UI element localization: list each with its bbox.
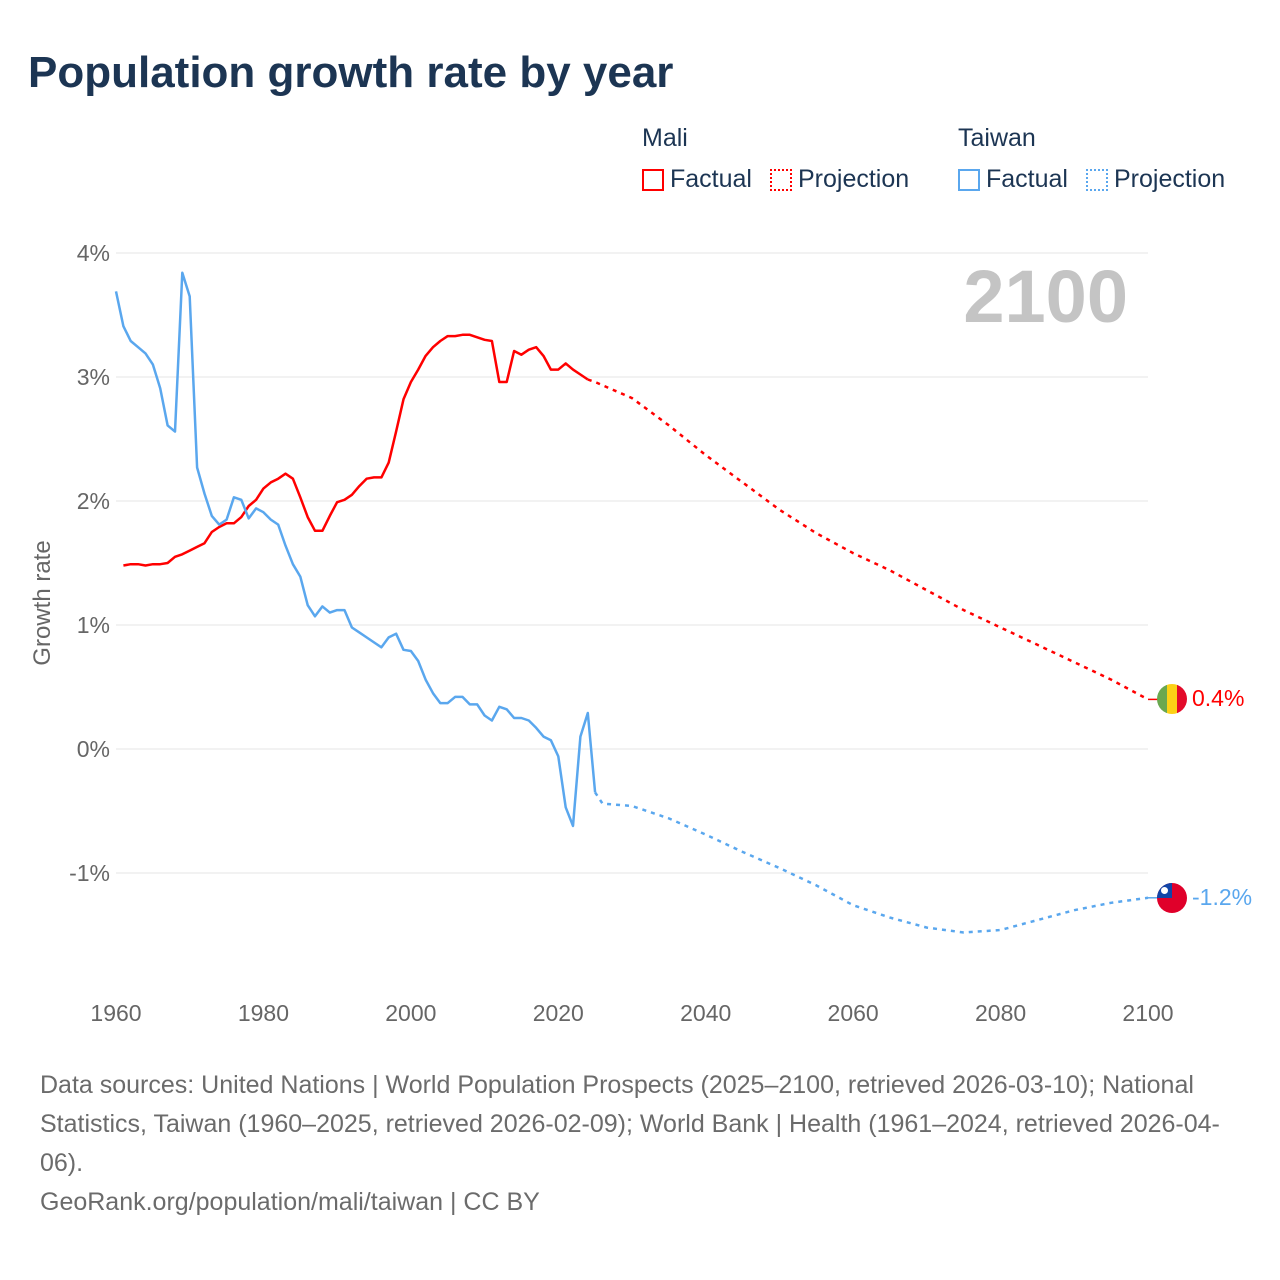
legend-label: Projection [797,165,910,193]
x-tick-label: 1960 [90,1000,141,1026]
chart-title: Population growth rate by year [28,48,674,97]
dotted-swatch-icon [769,168,792,191]
footer: Data sources: United Nations | World Pop… [40,1066,1250,1222]
y-tick-label: -1% [69,860,110,886]
legend-label: Factual [986,165,1068,193]
x-tick-label: 2060 [828,1000,879,1026]
mali-flag-icon [1157,684,1187,714]
legend-item-taiwan-projection[interactable]: Projection [1085,165,1226,194]
taiwan-end-label: -1.2% [1192,884,1252,910]
legend-group-name: Taiwan [958,124,1036,152]
y-tick-label: 3% [77,364,110,390]
legend-label: Factual [670,165,752,193]
x-tick-label: 2080 [975,1000,1026,1026]
x-tick-label: 2000 [385,1000,436,1026]
y-axis-label: Growth rate [29,540,56,665]
x-tick-label: 2100 [1122,1000,1173,1026]
legend-taiwan: Taiwan Factual Projection [958,124,1225,194]
mali-end-label: 0.4% [1192,685,1244,711]
solid-swatch-icon [642,168,664,191]
data-sources: Data sources: United Nations | World Pop… [40,1071,1220,1177]
dotted-swatch-icon [1085,168,1108,191]
y-tick-label: 0% [77,736,110,762]
x-tick-label: 2040 [680,1000,731,1026]
y-tick-label: 4% [77,240,110,266]
taiwan-flag-icon [1157,883,1187,913]
solid-swatch-icon [958,168,980,191]
y-tick-label: 2% [77,488,110,514]
x-tick-label: 1980 [238,1000,289,1026]
x-tick-label: 2020 [533,1000,584,1026]
taiwan-projection-line [594,791,1149,934]
year-watermark: 2100 [963,255,1128,338]
legend-item-mali-factual[interactable]: Factual [642,165,752,194]
legend-mali: Mali Factual Projection [642,124,909,194]
legend-item-taiwan-factual[interactable]: Factual [958,165,1068,194]
legend-item-mali-projection[interactable]: Projection [769,165,910,194]
mali-projection-line [587,378,1149,701]
y-tick-label: 1% [77,612,110,638]
legend-group-name: Mali [642,124,688,152]
mali-factual-line [123,333,589,567]
attribution-link[interactable]: GeoRank.org/population/mali/taiwan | CC … [40,1188,540,1216]
taiwan-factual-line [114,271,597,828]
legend-label: Projection [1113,165,1226,193]
